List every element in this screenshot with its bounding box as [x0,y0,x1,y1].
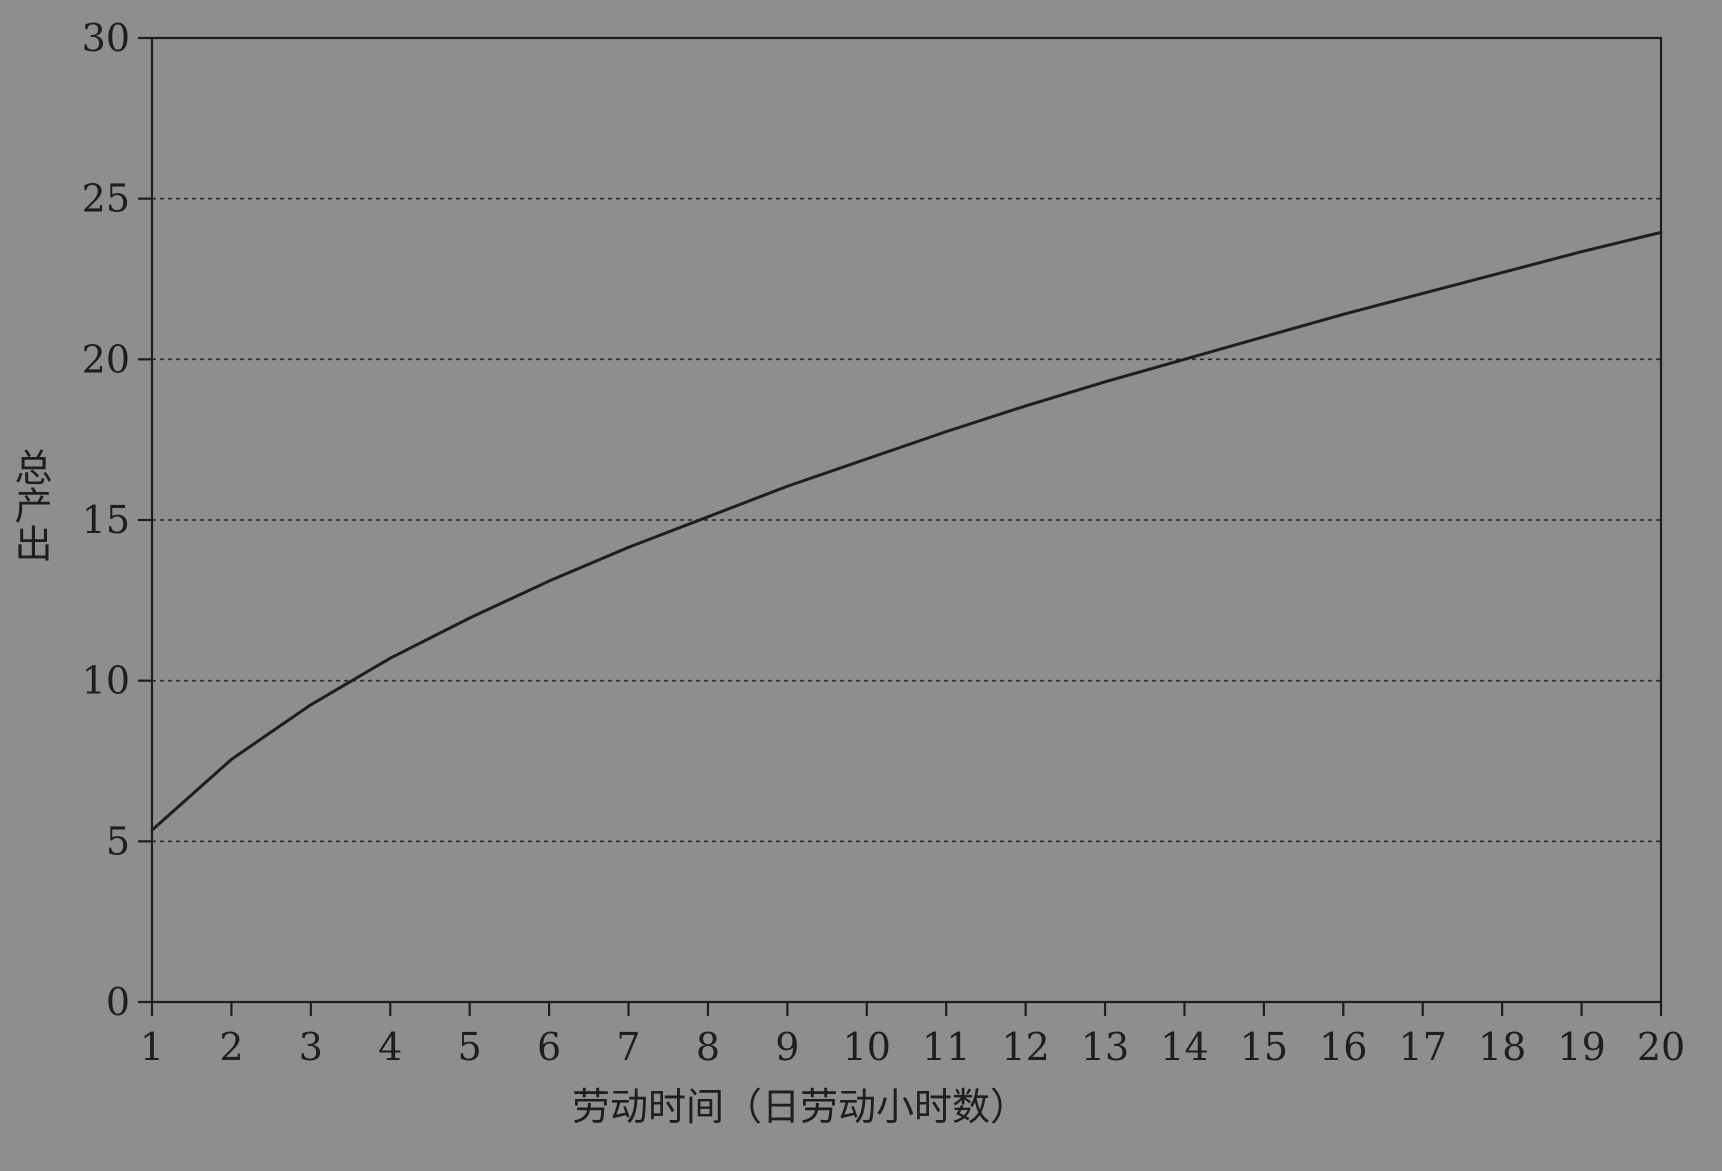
x-tick-label-19: 19 [1557,1025,1605,1069]
x-tick-label-2: 2 [219,1025,243,1069]
x-tick-label-7: 7 [616,1025,640,1069]
x-tick-label-16: 16 [1319,1025,1367,1069]
x-tick-label-5: 5 [458,1025,482,1069]
x-tick-label-12: 12 [1001,1025,1049,1069]
x-tick-label-18: 18 [1478,1025,1526,1069]
y-tick-label-5: 5 [106,819,130,863]
grid-lines [152,199,1661,842]
y-tick-label-0: 0 [106,980,130,1024]
series-layer [152,232,1661,830]
y-tick-label-15: 15 [82,498,130,542]
x-tick-label-4: 4 [378,1025,402,1069]
x-axis-title: 劳动时间（日劳动小时数） [572,1085,1028,1129]
x-tick-label-14: 14 [1160,1025,1208,1069]
axes [138,38,1661,1016]
y-tick-label-10: 10 [82,659,130,703]
x-tick-label-1: 1 [140,1025,164,1069]
x-tick-label-9: 9 [775,1025,799,1069]
series-line-0 [152,232,1661,830]
x-tick-label-3: 3 [299,1025,323,1069]
y-tick-label-30: 30 [82,16,130,60]
x-tick-label-13: 13 [1081,1025,1129,1069]
x-tick-label-11: 11 [922,1025,970,1069]
x-tick-label-8: 8 [696,1025,720,1069]
x-tick-label-17: 17 [1399,1025,1447,1069]
y-tick-label-25: 25 [82,177,130,221]
x-tick-label-6: 6 [537,1025,561,1069]
x-tick-label-10: 10 [843,1025,891,1069]
x-tick-label-15: 15 [1240,1025,1288,1069]
y-axis-title: 总产出 [8,448,52,562]
y-tick-label-20: 20 [82,337,130,381]
x-tick-label-20: 20 [1637,1025,1685,1069]
